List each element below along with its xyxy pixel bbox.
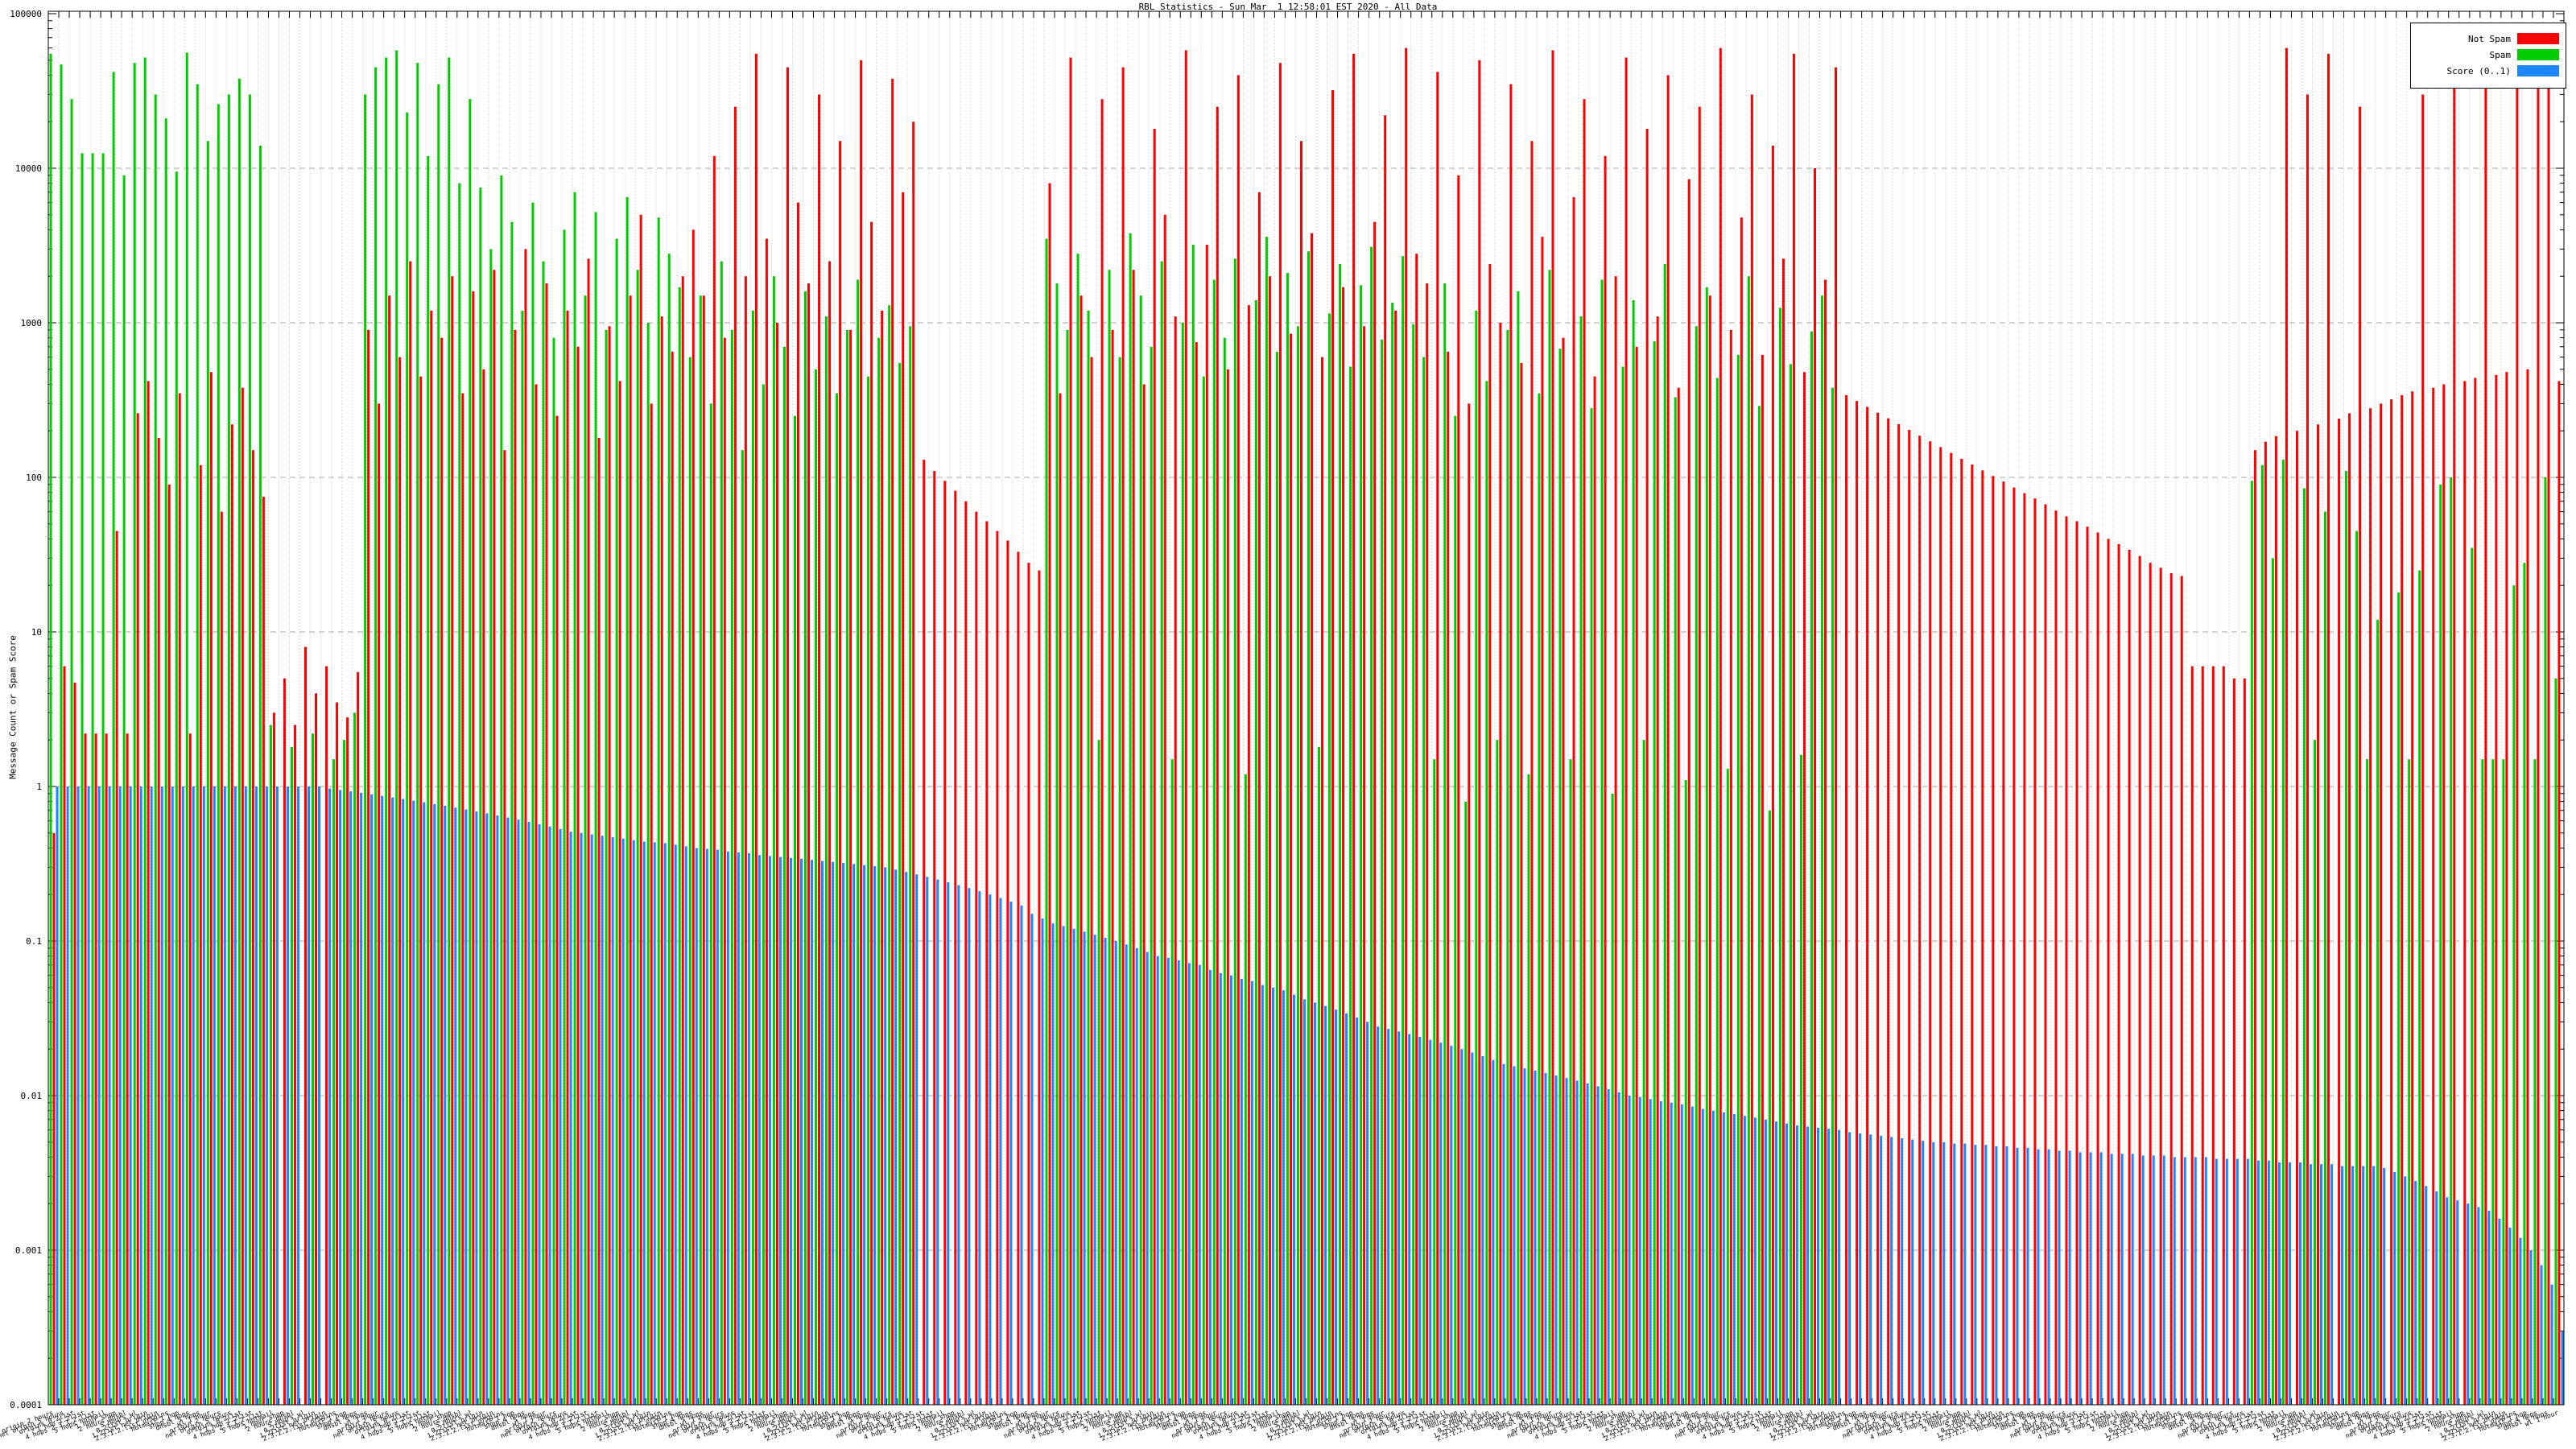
y-tick-label: 0.01 <box>21 1091 43 1101</box>
bars-spam <box>49 50 2557 1406</box>
x-tick-combs <box>47 11 2565 1405</box>
legend-item-score-0-1-: Score (0..1) <box>2417 65 2559 76</box>
legend-box: Not Spam Spam Score (0..1) <box>2410 23 2566 89</box>
y-tick-label: 100 <box>26 473 42 483</box>
legend-color-swatch <box>2517 65 2559 76</box>
vertical-gridlines <box>47 11 2565 1405</box>
legend-item-not-spam: Not Spam <box>2417 33 2559 44</box>
y-tick-label: 0.001 <box>15 1245 42 1256</box>
legend-item-spam: Spam <box>2417 49 2559 60</box>
y-tick-label: 1000 <box>21 318 43 328</box>
bars-not-spam <box>52 47 2561 1406</box>
y-tick-labels: 100000 10000 1000 100 10 1 0.1 0.01 0.001 0.0001 <box>10 9 42 1410</box>
y-tick-label: 10 <box>31 627 42 638</box>
y-tick-label: 100000 <box>10 9 42 19</box>
legend-color-swatch <box>2517 33 2559 44</box>
legend-item-label: Not Spam <box>2468 33 2511 44</box>
legend-item-label: Spam <box>2489 49 2512 60</box>
y-ticks <box>48 13 2564 1406</box>
y-tick-label: 10000 <box>15 163 42 174</box>
plot-border <box>47 10 2565 1406</box>
y-axis-title: Message Count or Spam Score <box>7 635 19 779</box>
legend-color-swatch <box>2517 49 2559 60</box>
y-tick-label: 0.1 <box>26 936 42 947</box>
y-tick-label: 1 <box>36 782 42 792</box>
horizontal-gridlines <box>48 167 2564 1251</box>
legend-item-label: Score (0..1) <box>2446 65 2511 76</box>
y-tick-label: 0.0001 <box>10 1400 42 1410</box>
bars-score-0-1- <box>56 786 2564 1405</box>
chart-title: RBL Statistics - Sun Mar 1 12:58:01 EST … <box>1138 2 1438 12</box>
